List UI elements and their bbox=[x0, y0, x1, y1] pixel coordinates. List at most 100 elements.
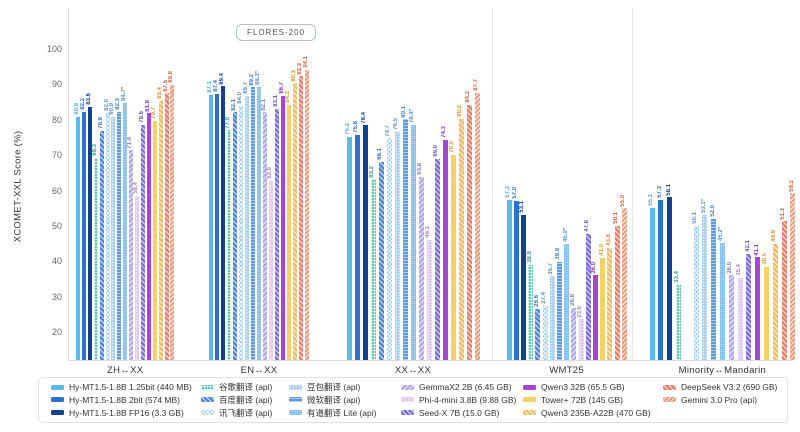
bar-value-label: 35.4 bbox=[736, 263, 742, 276]
bar-value-label: 89.3* bbox=[255, 70, 261, 85]
bar-value-label: 26.8 bbox=[569, 294, 576, 306]
bar-3-15 bbox=[614, 225, 620, 360]
y-tick-label: 30 bbox=[51, 291, 62, 302]
bar-value-label: 83.6 bbox=[85, 93, 92, 106]
bar-value-label: 68.1 bbox=[377, 148, 383, 160]
bar-1-14 bbox=[293, 83, 297, 360]
legend-item-1: Hy-MT1.5-1.8B 2bit (574 MB) bbox=[51, 395, 201, 405]
bar-value-label: 80.2 bbox=[457, 105, 463, 118]
bar-value-label: 89.8 bbox=[168, 71, 175, 84]
y-tick-label: 60 bbox=[51, 185, 62, 196]
y-tick-label: 40 bbox=[51, 256, 62, 267]
legend-swatch-icon bbox=[289, 397, 302, 403]
y-tick-label: 70 bbox=[51, 150, 62, 161]
bar-value-label: 80.1 bbox=[401, 105, 407, 118]
bar-2-12 bbox=[442, 139, 448, 360]
bar-1-2 bbox=[221, 86, 225, 360]
bar-2-16 bbox=[474, 92, 480, 360]
bar-0-15 bbox=[164, 93, 169, 360]
bar-2-14 bbox=[458, 119, 464, 360]
bar-value-label: 89.4 bbox=[219, 72, 225, 85]
bar-value-label: 53.1 bbox=[519, 201, 526, 213]
legend-swatch-icon bbox=[201, 384, 214, 390]
legend-label: Hy-MT1.5-1.8B 1.25bit (440 MB) bbox=[69, 382, 192, 393]
bar-value-label: 84.2 bbox=[465, 91, 471, 103]
legend-swatch-icon bbox=[523, 410, 536, 416]
bar-value-label: 47.8 bbox=[584, 219, 591, 232]
bar-2-8 bbox=[410, 125, 416, 360]
bar-0-14 bbox=[158, 100, 163, 360]
bar-4-14 bbox=[772, 243, 778, 360]
legend-label: Seed-X 7B (15.0 GB) bbox=[419, 407, 500, 418]
bar-value-label: 35.7 bbox=[548, 262, 555, 275]
bar-value-label: 38.9 bbox=[526, 251, 533, 264]
bar-4-15 bbox=[781, 221, 787, 360]
bar-value-label: 78.6 bbox=[138, 111, 145, 123]
legend-label: Tower+ 72B (145 GB) bbox=[541, 394, 623, 405]
bar-2-0 bbox=[346, 136, 352, 360]
legend-label: 谷歌翻译 (api) bbox=[219, 382, 273, 393]
bar-1-0 bbox=[209, 94, 213, 360]
bar-0-9 bbox=[129, 150, 134, 360]
bar-4-5 bbox=[693, 225, 699, 360]
category-label-3: WMT25 bbox=[549, 365, 584, 376]
bar-value-label: 83.1 bbox=[273, 95, 279, 107]
y-tick-label: 80 bbox=[51, 114, 62, 125]
bar-0-11 bbox=[140, 124, 145, 360]
legend-item-8: 有道翻译 Lite (api) bbox=[289, 407, 401, 419]
bar-1-12 bbox=[281, 96, 285, 360]
bar-1-9 bbox=[263, 112, 267, 360]
bar-value-label: 57.3 bbox=[505, 186, 511, 199]
x-axis-line bbox=[68, 360, 792, 361]
bar-4-1 bbox=[658, 200, 664, 360]
bar-value-label: 57.3 bbox=[656, 186, 663, 199]
y-axis-line bbox=[68, 8, 69, 361]
y-tick-label: 90 bbox=[51, 79, 62, 90]
legend-label: Hy-MT1.5-1.8B 2bit (574 MB) bbox=[69, 394, 181, 405]
bar-1-4 bbox=[233, 112, 237, 360]
bar-1-8 bbox=[257, 86, 261, 360]
bar-2-1 bbox=[354, 134, 360, 360]
bar-0-3 bbox=[93, 157, 98, 360]
legend-swatch-icon bbox=[663, 397, 676, 403]
bar-1-15 bbox=[299, 76, 303, 360]
legend-item-0: Hy-MT1.5-1.8B 1.25bit (440 MB) bbox=[51, 382, 201, 392]
bar-3-7 bbox=[556, 261, 562, 360]
bar-value-label: 71.4 bbox=[127, 136, 134, 149]
bar-value-label: 84.2 bbox=[285, 91, 291, 103]
bar-value-label: 63.2 bbox=[369, 165, 375, 178]
bar-0-2 bbox=[87, 107, 92, 360]
bar-3-0 bbox=[506, 200, 512, 360]
bar-4-0 bbox=[649, 207, 655, 360]
bar-value-label: 94.1 bbox=[303, 56, 309, 68]
bar-3-3 bbox=[528, 265, 534, 360]
bar-value-label: 78.4 bbox=[361, 111, 367, 124]
bar-value-label: 46.1 bbox=[425, 225, 431, 238]
bar-value-label: 87.7 bbox=[473, 78, 479, 91]
bar-value-label: 82.1 bbox=[261, 98, 267, 111]
bar-3-4 bbox=[535, 308, 541, 360]
bar-value-label: 78.4* bbox=[409, 109, 415, 124]
legend-label: GemmaX2 2B (6.45 GB) bbox=[419, 382, 512, 393]
legend-swatch-icon bbox=[289, 410, 302, 416]
bar-value-label: 76.9 bbox=[97, 117, 104, 129]
bar-3-6 bbox=[549, 276, 555, 360]
bar-3-5 bbox=[542, 305, 548, 360]
bar-2-15 bbox=[466, 104, 472, 360]
bar-0-5 bbox=[105, 112, 110, 360]
legend-item-3: 谷歌翻译 (api) bbox=[201, 381, 289, 393]
legend-item-14: Qwen3 235B-A22B (470 GB) bbox=[523, 408, 663, 418]
bar-2-9 bbox=[418, 177, 424, 360]
bar-0-10 bbox=[135, 196, 139, 360]
bar-value-label: 74.7 bbox=[385, 124, 391, 137]
bar-value-label: 55.0 bbox=[620, 194, 627, 207]
bar-0-0 bbox=[76, 116, 80, 360]
bar-1-13 bbox=[287, 104, 291, 360]
bar-4-11 bbox=[746, 253, 752, 360]
bar-0-16 bbox=[170, 85, 175, 360]
legend-swatch-icon bbox=[663, 384, 676, 390]
bar-value-label: 26.6 bbox=[533, 294, 540, 307]
bar-3-14 bbox=[607, 247, 613, 360]
bar-value-label: 84.7* bbox=[121, 87, 128, 102]
